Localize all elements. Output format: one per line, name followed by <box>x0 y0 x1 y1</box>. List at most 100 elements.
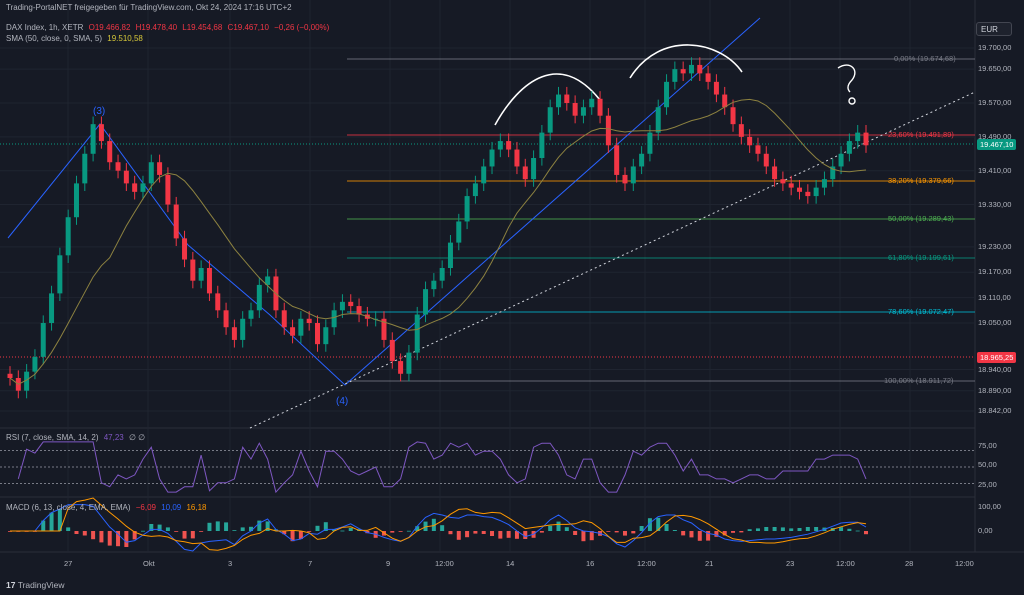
candle-body <box>680 69 686 74</box>
macd-histogram-bar <box>581 531 586 542</box>
currency-button[interactable]: EUR <box>976 22 1012 36</box>
macd-histogram-bar <box>66 527 71 531</box>
candle-body <box>115 162 121 171</box>
price-axis-label: 19.490,00 <box>978 131 1012 141</box>
macd-histogram-bar <box>805 527 810 531</box>
rsi-axis-50: 50,00 <box>978 460 997 469</box>
macd-histogram-bar <box>490 531 495 536</box>
macd-histogram-bar <box>639 526 644 531</box>
candle-body <box>140 183 146 192</box>
macd-histogram-bar <box>190 531 195 539</box>
rsi-axis-75: 75,00 <box>978 441 997 450</box>
time-axis-label: 23 <box>786 559 795 568</box>
candle-body <box>306 318 312 323</box>
macd-histogram-bar <box>747 529 752 531</box>
candle-body <box>846 141 852 154</box>
tradingview-icon: 17 <box>6 580 16 590</box>
macd-histogram-bar <box>182 531 187 539</box>
macd-histogram-bar <box>448 531 453 535</box>
fib-retracement <box>0 58 975 382</box>
macd-histogram-bar <box>107 531 112 546</box>
macd-histogram-bar <box>406 530 411 532</box>
macd-histogram-bar <box>415 526 420 531</box>
price-axis-label: 19.700,00 <box>978 43 1012 52</box>
macd-histogram-bar <box>49 512 54 531</box>
price-axis-label: 19.110,00 <box>978 292 1011 302</box>
macd-histogram-bar <box>398 531 403 532</box>
macd-histogram-bar <box>589 531 594 541</box>
close-value: C19.467,10 <box>227 23 269 32</box>
candle-body <box>855 132 861 142</box>
macd-label[interactable]: MACD (6, 13, close, 4, EMA, EMA) <box>6 503 131 512</box>
candle-body <box>198 268 204 281</box>
price-axis-label: 19.570,00 <box>978 98 1012 107</box>
macd-histogram-bar <box>614 531 619 533</box>
macd-histogram-bar <box>282 531 287 535</box>
sma-label[interactable]: SMA (50, close, 0, SMA, 5) <box>6 34 103 43</box>
candle-body <box>281 310 287 328</box>
macd-legend[interactable]: MACD (6, 13, close, 4, EMA, EMA) −6,09 1… <box>6 503 210 512</box>
time-axis-label: 12:00 <box>435 559 454 568</box>
candle-body <box>506 141 512 150</box>
candle-body <box>489 149 495 167</box>
chart-grid <box>0 0 975 552</box>
macd-histogram-bar <box>689 531 694 538</box>
ohlc-legend[interactable]: DAX Index, 1h, XETR O19.466,82 H19.478,4… <box>6 23 332 32</box>
time-axis-label: 14 <box>506 559 515 568</box>
candle-body <box>713 81 719 95</box>
candle-body <box>215 293 221 311</box>
price-axis-label: 19.230,00 <box>978 241 1012 251</box>
candle-body <box>556 94 562 108</box>
macd-histogram-bar <box>539 531 544 533</box>
rsi-extra: ∅ ∅ <box>128 433 146 442</box>
rsi-label[interactable]: RSI (7, close, SMA, 14, 2) <box>6 433 99 442</box>
sma-legend[interactable]: SMA (50, close, 0, SMA, 5) 19.510,58 <box>6 34 146 43</box>
time-axis-label: 28 <box>905 559 914 568</box>
candle-body <box>597 98 603 116</box>
candle-body <box>697 64 703 74</box>
candle-body <box>431 280 437 290</box>
candle-body <box>813 187 819 197</box>
candle-body <box>157 162 163 175</box>
macd-axis-100: 100,00 <box>978 502 1001 511</box>
macd-histogram-bar <box>606 531 611 532</box>
macd-histogram-bar <box>323 522 328 531</box>
macd-histogram-bar <box>240 527 245 531</box>
candle-body <box>206 268 212 294</box>
candle-body <box>90 124 96 154</box>
candle-body <box>622 174 628 184</box>
candle-body <box>339 301 345 311</box>
candle-body <box>722 94 728 108</box>
candle-body <box>755 145 761 154</box>
rsi-legend[interactable]: RSI (7, close, SMA, 14, 2) 47,23 ∅ ∅ <box>6 433 148 442</box>
macd-histogram-bar <box>722 531 727 536</box>
sma-value: 19.510,58 <box>107 34 143 43</box>
macd-v2: 10,09 <box>161 503 182 512</box>
candle-body <box>381 318 387 340</box>
macd-histogram-bar <box>681 531 686 536</box>
candle-body <box>797 187 803 192</box>
macd-histogram-bar <box>249 526 254 531</box>
macd-histogram-bar <box>864 531 868 535</box>
macd-histogram-bar <box>656 517 661 531</box>
candle-body <box>73 183 79 218</box>
macd-histogram-bar <box>232 530 237 531</box>
macd-histogram-bar <box>731 531 736 533</box>
candle-body <box>57 255 63 294</box>
symbol-label[interactable]: DAX Index, 1h, XETR <box>6 23 84 32</box>
macd-histogram-bar <box>622 531 627 536</box>
candle-body <box>298 318 304 336</box>
candle-body <box>7 373 13 378</box>
candle-body <box>82 153 88 184</box>
candle-body <box>838 153 844 167</box>
candle-body <box>356 306 362 315</box>
wave-3-label: (3) <box>93 106 106 117</box>
fib-level-label: 78,60% (19.072,47) <box>888 307 954 316</box>
macd-histogram-bar <box>140 530 145 532</box>
tradingview-logo[interactable]: 17 TradingView <box>6 580 64 590</box>
candle-body <box>248 310 254 319</box>
candle-body <box>705 73 711 82</box>
macd-histogram-bar <box>739 531 744 533</box>
candle-body <box>331 310 337 328</box>
